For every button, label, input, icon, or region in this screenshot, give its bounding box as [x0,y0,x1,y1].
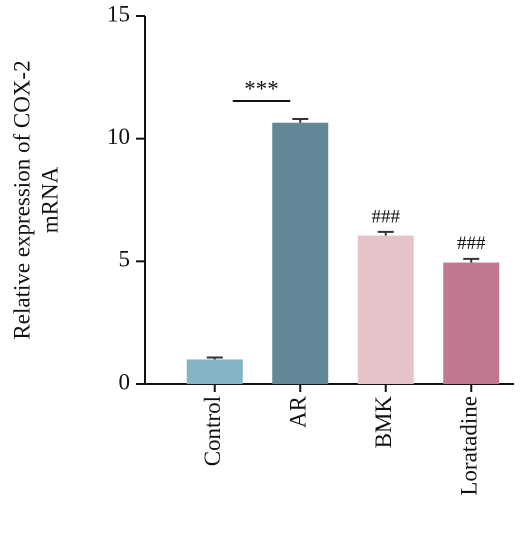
x-tick-label: Control [200,396,225,466]
bar [272,122,329,384]
error-bar [377,230,394,236]
bar [443,262,500,384]
error-bar [463,257,480,263]
y-tick-label: 15 [107,1,130,26]
y-tick-label: 0 [119,369,131,394]
x-tick-label: BMK [371,396,396,449]
y-axis-label: mRNA [37,166,62,233]
y-axis-label: Relative expression of COX-2 [9,60,34,339]
x-tick-label: Loratadine [457,396,482,496]
x-tick-label: AR [286,395,311,428]
bar [186,359,243,384]
error-bar [292,118,309,123]
y-tick-label: 5 [119,247,131,272]
annotation: *** [244,76,279,101]
bar [357,235,414,384]
annotation: ### [372,206,401,227]
annotation: ### [457,233,486,254]
error-bar [206,356,223,360]
y-tick-label: 10 [107,124,130,149]
